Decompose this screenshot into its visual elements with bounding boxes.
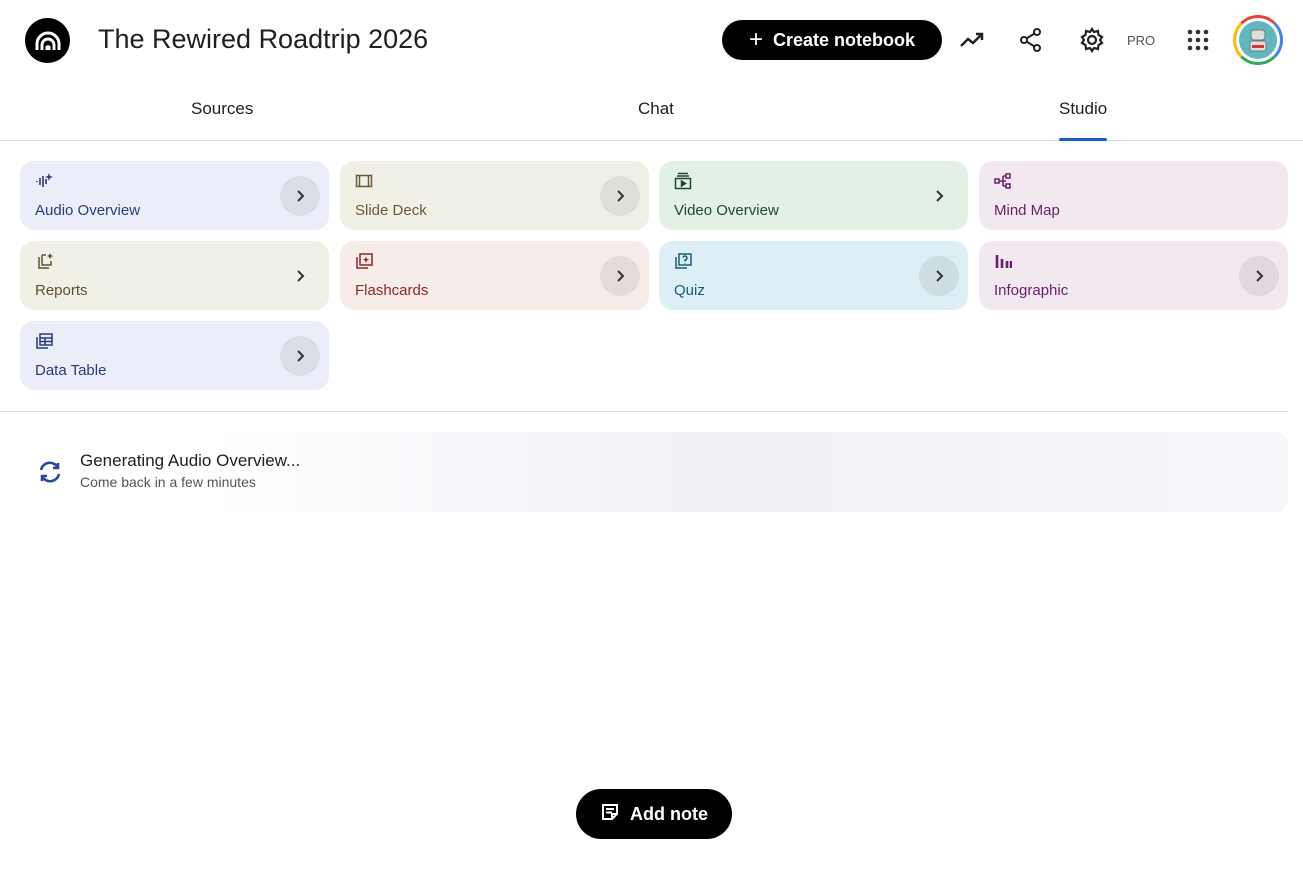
flashcards-icon — [356, 253, 373, 269]
generating-title: Generating Audio Overview... — [80, 451, 301, 470]
quiz-icon — [675, 253, 692, 269]
video-icon — [674, 172, 692, 190]
studio-card-flashcards[interactable]: Flashcards — [340, 241, 649, 310]
divider — [0, 411, 1288, 412]
chevron-right-icon[interactable] — [600, 176, 640, 216]
tab-chat[interactable]: Chat — [638, 99, 674, 118]
studio-card-label: Infographic — [994, 282, 1069, 299]
generating-subtitle: Come back in a few minutes — [80, 474, 256, 490]
infographic-icon — [995, 255, 1012, 268]
studio-card-label: Flashcards — [355, 282, 429, 299]
app-logo[interactable] — [25, 18, 70, 63]
add-note-label: Add note — [630, 803, 708, 824]
studio-card-infographic[interactable]: Infographic — [979, 241, 1288, 310]
tab-sources[interactable]: Sources — [191, 99, 254, 118]
add-note-button[interactable]: Add note — [576, 789, 732, 839]
chevron-right-icon[interactable] — [600, 256, 640, 296]
share-icon[interactable] — [1015, 24, 1047, 56]
studio-card-mind-map[interactable]: Mind Map — [979, 161, 1288, 230]
apps-grid-icon[interactable] — [1182, 24, 1214, 56]
tab-studio[interactable]: Studio — [1059, 99, 1108, 141]
studio-card-label: Reports — [35, 282, 88, 299]
table-icon — [36, 333, 53, 349]
studio-card-label: Data Table — [35, 362, 107, 379]
chevron-right-icon[interactable] — [919, 256, 959, 296]
note-icon — [600, 802, 620, 827]
studio-card-quiz[interactable]: Quiz — [659, 241, 968, 310]
studio-card-data-table[interactable]: Data Table — [20, 321, 329, 390]
studio-card-label: Audio Overview — [35, 202, 141, 219]
reports-icon — [38, 253, 53, 269]
studio-card-label: Video Overview — [674, 202, 779, 219]
main-tabs: Sources Chat Studio — [0, 80, 1303, 141]
studio-card-label: Slide Deck — [355, 202, 427, 219]
chevron-right-icon[interactable] — [280, 176, 320, 216]
generating-audio-overview-item[interactable]: Generating Audio Overview... Come back i… — [20, 432, 1288, 512]
audio-waveform-icon — [36, 173, 53, 187]
chevron-right-icon[interactable] — [1239, 256, 1279, 296]
studio-card-video-overview[interactable]: Video Overview — [659, 161, 968, 230]
chevron-right-icon[interactable] — [280, 336, 320, 376]
studio-card-reports[interactable]: Reports — [20, 241, 329, 310]
settings-gear-icon[interactable] — [1076, 24, 1108, 56]
account-avatar[interactable] — [1233, 15, 1283, 65]
mind-map-icon — [994, 173, 1011, 189]
studio-card-slide-deck[interactable]: Slide Deck — [340, 161, 649, 230]
create-notebook-button[interactable]: + Create notebook — [722, 20, 942, 60]
studio-card-audio-overview[interactable]: Audio Overview — [20, 161, 329, 230]
slides-icon — [355, 174, 373, 188]
analytics-icon[interactable] — [956, 24, 988, 56]
chevron-right-icon[interactable] — [919, 176, 959, 216]
notebook-title[interactable]: The Rewired Roadtrip 2026 — [98, 24, 429, 54]
sync-icon — [36, 460, 64, 489]
studio-card-label: Quiz — [674, 282, 705, 299]
studio-card-label: Mind Map — [994, 202, 1060, 219]
create-notebook-label: Create notebook — [772, 29, 916, 50]
robot-avatar-image — [1239, 21, 1277, 59]
pro-badge: PRO — [1127, 33, 1156, 48]
plus-icon: + — [748, 26, 763, 53]
chevron-right-icon[interactable] — [280, 256, 320, 296]
